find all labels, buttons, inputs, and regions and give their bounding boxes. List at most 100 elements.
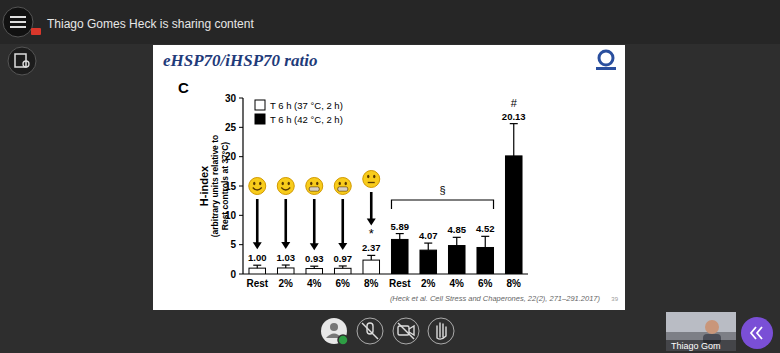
arrow-head [338,243,347,250]
bar [420,250,437,274]
arrow-shaft [256,199,259,243]
x-tick-label: 2% [279,278,294,289]
logo-bar [596,67,616,70]
legend-label: T 6 h (37 °C, 2 h) [270,100,343,111]
participant-name: Thiago Gom [671,341,721,351]
error-bar [424,243,432,250]
menu-circle [3,7,33,37]
y-tick-label: 0 [230,269,236,280]
participant-video: Thiago Gom [666,312,736,351]
bar [477,247,494,274]
avatar-button[interactable] [321,318,348,345]
bar [391,239,408,274]
smiley-eye [345,182,347,186]
smiley-eye [259,182,261,186]
smiley [249,178,266,195]
error-bar [453,237,461,245]
marks [249,124,522,274]
smiley-teeth-line [309,189,319,190]
legend-swatch [255,114,265,124]
screen: Thiago Gomes Heck is sharing content eHSP… [0,0,780,353]
bar [363,260,380,274]
side-circle [8,47,36,75]
annotation: # [511,97,518,109]
arrow-head [281,242,290,249]
bar [249,268,266,274]
mic-button[interactable] [357,318,383,344]
bar [505,156,522,274]
side-button[interactable] [8,47,36,75]
bar [448,246,465,274]
menu-line [10,16,26,18]
error-bar [339,266,347,268]
bar [277,268,294,274]
smiley-teeth [309,187,319,191]
data-label: 4.07 [419,230,438,241]
error-cap [424,242,432,243]
error-bar [310,266,318,268]
smiley [334,178,351,195]
data-label: 4.85 [448,224,467,235]
name-strip [666,340,736,351]
mic-circle [357,318,383,344]
mic-slash [362,323,378,339]
smiley-eye [367,175,369,179]
data-label: 20.13 [502,111,526,122]
video-face [705,320,719,334]
bar [306,269,323,274]
error-bar [510,124,518,156]
arrow-shaft [313,199,316,244]
collapse-circle [741,317,773,349]
y-axis-label: H-index [198,165,210,206]
error-cap [253,265,261,266]
data-label: 5.89 [391,221,410,232]
toolbar [321,318,454,345]
bracket [391,200,493,209]
hand-button[interactable] [428,318,454,344]
collapse-chevrons [751,327,762,339]
menu-line [10,26,26,28]
citation: (Heck et al. Cell Stress and Chaperones,… [390,294,601,303]
menu-button[interactable] [3,7,33,37]
slide [153,45,625,310]
banner: Thiago Gomes Heck is sharing content [47,17,254,31]
smiley-eye [316,182,318,186]
y-tick-label: 25 [225,122,237,133]
camera-button[interactable] [393,318,419,344]
hand-icon [437,323,446,339]
data-label: 0.93 [305,253,324,264]
arrow-head [310,243,319,250]
y-axis [242,98,243,274]
annotation: § [439,184,445,196]
x-tick-label: 4% [307,278,322,289]
y-tick-label: 15 [225,181,237,192]
error-cap [339,265,347,266]
annotations: * § # [369,97,518,242]
smiley-eye [339,182,341,186]
video-wall [666,312,736,332]
error-bar [367,255,375,260]
smiley [363,171,380,188]
error-cap [282,264,290,265]
illustration [249,171,380,251]
x-tick-label: 8% [364,278,379,289]
error-bar [396,234,404,240]
collapse-button[interactable] [741,317,773,349]
annotation: * [369,226,374,241]
data-labels: 1.001.030.930.972.375.894.074.854.5220.1… [248,111,526,265]
smiley-eye [282,182,284,186]
y-tick-label: 30 [225,93,237,104]
share-icon [31,28,41,35]
arrow-shaft [370,192,373,219]
bar [334,268,351,274]
data-label: 0.97 [334,253,353,264]
smiley [277,178,294,195]
camera-icon [398,326,409,335]
side-icon-lens [23,61,29,67]
slide-title: eHSP70/iHSP70 ratio [163,51,317,70]
hand-circle [428,318,454,344]
smiley-eye [310,182,312,186]
top-bar [0,0,780,44]
panel-letter: C [178,79,189,96]
error-cap [510,123,518,124]
